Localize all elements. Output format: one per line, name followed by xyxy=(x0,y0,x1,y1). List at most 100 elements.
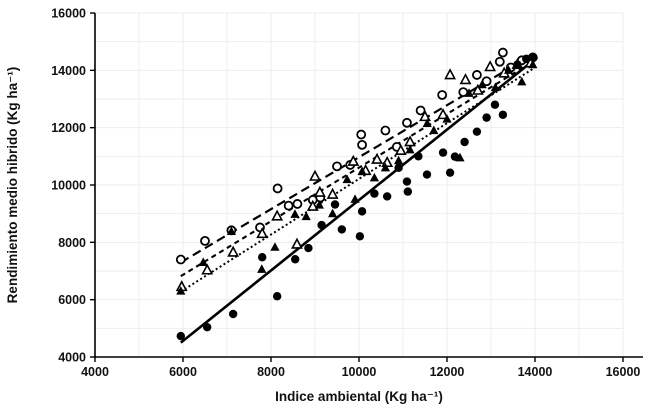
point-filled-triangle-hybrid xyxy=(301,211,311,221)
point-filled-circle-hybrid xyxy=(490,100,500,109)
x-tick-label: 8000 xyxy=(257,365,285,379)
point-filled-circle-hybrid xyxy=(317,220,326,230)
point-filled-triangle-hybrid xyxy=(290,209,300,218)
point-filled-circle-hybrid xyxy=(482,113,491,122)
point-filled-circle-hybrid xyxy=(357,207,367,216)
point-open-triangle-hybrid xyxy=(306,199,319,211)
point-filled-circle-hybrid xyxy=(450,152,460,161)
y-tick-label: 12000 xyxy=(51,121,86,135)
point-filled-circle-hybrid xyxy=(382,192,392,201)
point-filled-circle-hybrid xyxy=(355,232,365,241)
point-filled-triangle-hybrid xyxy=(442,114,452,123)
point-filled-triangle-hybrid xyxy=(176,286,186,295)
point-filled-circle-hybrid xyxy=(304,243,313,253)
point-open-triangle-hybrid xyxy=(347,154,360,166)
point-open-triangle-hybrid xyxy=(459,73,472,85)
x-tick-label: 6000 xyxy=(169,365,197,379)
point-filled-triangle-hybrid xyxy=(477,79,487,89)
point-filled-triangle-hybrid xyxy=(369,172,379,182)
point-open-circle-hybrid xyxy=(272,183,283,194)
point-filled-triangle-hybrid xyxy=(490,82,500,92)
point-filled-triangle-hybrid xyxy=(429,125,439,135)
point-filled-circle-hybrid xyxy=(337,225,347,234)
point-open-triangle-hybrid xyxy=(201,263,214,275)
point-open-triangle-hybrid xyxy=(471,83,484,95)
point-filled-triangle-hybrid xyxy=(226,226,236,236)
point-open-triangle-hybrid xyxy=(371,152,383,164)
point-open-circle-hybrid xyxy=(380,125,391,136)
point-open-triangle-hybrid xyxy=(437,108,449,120)
point-open-triangle-hybrid xyxy=(326,187,339,199)
x-tick-label: 16000 xyxy=(606,365,641,379)
trendline-open-circle-hybrid xyxy=(180,53,534,264)
point-open-triangle-hybrid xyxy=(309,169,321,181)
point-filled-triangle-hybrid xyxy=(528,59,538,69)
point-open-circle-hybrid xyxy=(356,129,367,140)
point-filled-circle-hybrid xyxy=(203,322,212,332)
point-filled-triangle-hybrid xyxy=(198,257,208,266)
point-filled-triangle-hybrid xyxy=(380,162,390,172)
y-tick-label: 14000 xyxy=(51,64,86,78)
point-filled-circle-hybrid xyxy=(460,137,469,147)
data-points xyxy=(175,47,538,341)
point-open-circle-hybrid xyxy=(497,47,508,58)
point-open-circle-hybrid xyxy=(402,117,412,128)
x-tick-label: 4000 xyxy=(81,365,109,379)
point-open-triangle-hybrid xyxy=(484,60,497,72)
point-open-circle-hybrid xyxy=(415,105,426,116)
point-open-triangle-hybrid xyxy=(394,143,407,155)
point-filled-circle-hybrid xyxy=(438,148,448,157)
point-open-triangle-hybrid xyxy=(444,68,457,80)
trendline-filled-circle-hybrid xyxy=(179,56,539,344)
point-filled-circle-hybrid xyxy=(445,168,455,177)
y-tick-label: 4000 xyxy=(58,351,86,365)
point-filled-circle-hybrid xyxy=(414,152,423,161)
point-filled-triangle-hybrid xyxy=(504,65,514,74)
point-filled-triangle-hybrid xyxy=(357,166,367,176)
y-tick-label: 8000 xyxy=(58,236,86,250)
point-open-triangle-hybrid xyxy=(227,245,240,257)
y-axis-title: Rendimiento medio hibrido (Kg ha⁻¹) xyxy=(5,67,20,304)
x-tick-label: 10000 xyxy=(342,365,377,379)
trendlines xyxy=(179,53,539,344)
point-open-triangle-hybrid xyxy=(271,209,284,221)
point-filled-circle-hybrid xyxy=(330,200,340,209)
point-open-circle-hybrid xyxy=(200,235,210,246)
point-filled-circle-hybrid xyxy=(258,253,267,262)
gridlines xyxy=(95,12,624,357)
point-filled-triangle-hybrid xyxy=(328,208,338,218)
x-tick-label: 12000 xyxy=(430,365,465,379)
point-open-circle-hybrid xyxy=(332,161,342,172)
point-filled-triangle-hybrid xyxy=(394,155,404,165)
point-filled-circle-hybrid xyxy=(522,54,531,64)
point-filled-triangle-hybrid xyxy=(270,242,280,251)
point-open-triangle-hybrid xyxy=(256,227,269,239)
point-open-circle-hybrid xyxy=(494,56,505,67)
point-filled-triangle-hybrid xyxy=(314,200,324,209)
point-filled-triangle-hybrid xyxy=(342,174,352,184)
point-filled-circle-hybrid xyxy=(176,331,185,341)
point-filled-circle-hybrid xyxy=(291,255,300,264)
point-open-circle-hybrid xyxy=(175,254,186,265)
point-open-triangle-hybrid xyxy=(313,185,326,197)
point-open-triangle-hybrid xyxy=(291,237,303,249)
point-open-circle-hybrid xyxy=(357,139,367,150)
point-open-circle-hybrid xyxy=(283,200,294,211)
point-open-triangle-hybrid xyxy=(419,110,431,122)
y-tick-label: 10000 xyxy=(51,179,86,193)
x-tick-label: 14000 xyxy=(518,365,553,379)
axes xyxy=(90,12,643,362)
trendline-filled-triangle-hybrid xyxy=(180,68,534,293)
point-open-circle-hybrid xyxy=(292,199,303,209)
point-filled-circle-hybrid xyxy=(472,127,482,136)
point-filled-circle-hybrid xyxy=(422,170,432,179)
point-filled-circle-hybrid xyxy=(402,177,412,186)
point-filled-circle-hybrid xyxy=(403,187,413,196)
point-filled-triangle-hybrid xyxy=(422,118,432,127)
point-filled-circle-hybrid xyxy=(498,110,508,119)
point-filled-triangle-hybrid xyxy=(517,76,527,86)
point-filled-triangle-hybrid xyxy=(405,144,415,154)
point-filled-circle-hybrid xyxy=(394,163,403,172)
point-filled-circle-hybrid xyxy=(272,292,282,301)
